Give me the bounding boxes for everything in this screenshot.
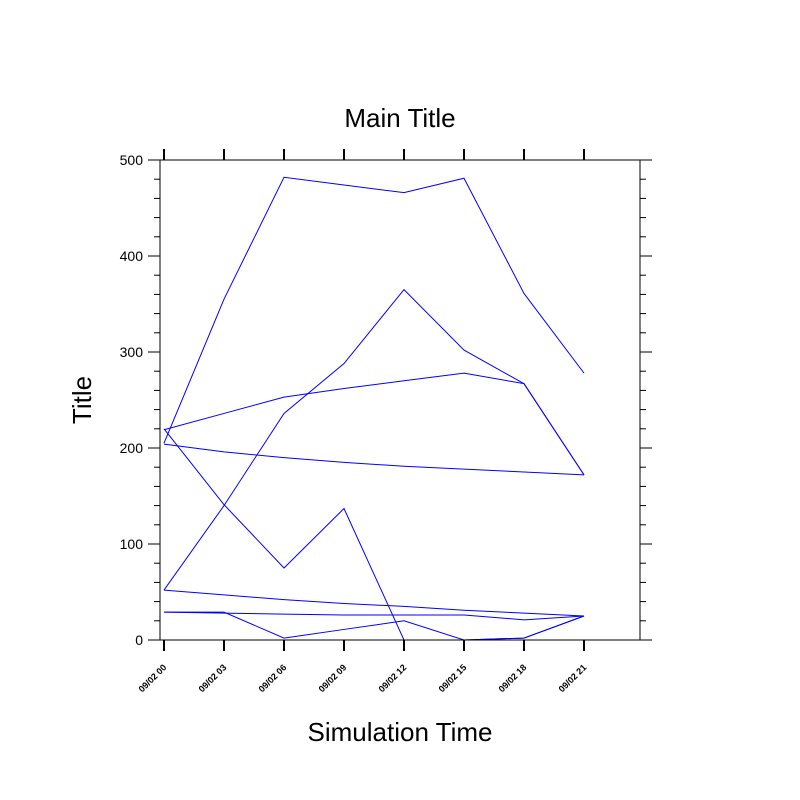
x-tick-label: 09/02 06 <box>257 662 289 694</box>
y-tick-label: 300 <box>120 344 144 360</box>
y-tick-label: 0 <box>135 632 143 648</box>
series-line-8 <box>164 611 585 641</box>
y-axis: 0 100 200 300 400 500 <box>120 152 652 648</box>
series-line-1 <box>163 176 585 444</box>
series-line-5 <box>163 428 585 641</box>
plot-border <box>159 159 641 641</box>
series-line-4 <box>163 288 585 591</box>
y-tick-label: 400 <box>120 248 144 264</box>
series-line-3 <box>163 443 585 476</box>
series-line-7 <box>163 611 585 621</box>
x-axis-label: Simulation Time <box>308 717 493 747</box>
y-axis-label: Title <box>67 376 97 424</box>
plot-frame <box>159 159 641 641</box>
y-tick-label: 200 <box>120 440 144 456</box>
x-tick-label: 09/02 21 <box>557 662 589 694</box>
series-line-6 <box>163 589 585 617</box>
x-tick-label: 09/02 00 <box>137 662 169 694</box>
x-tick-label: 09/02 09 <box>317 662 349 694</box>
x-tick-label: 09/02 03 <box>197 662 229 694</box>
chart-title: Main Title <box>344 103 455 133</box>
series-layer <box>163 176 585 641</box>
y-tick-label: 500 <box>120 152 144 168</box>
x-tick-label: 09/02 15 <box>437 662 469 694</box>
y-tick-label: 100 <box>120 536 144 552</box>
x-tick-label: 09/02 18 <box>497 662 529 694</box>
x-tick-label: 09/02 12 <box>377 662 409 694</box>
series-line-2 <box>163 372 585 476</box>
